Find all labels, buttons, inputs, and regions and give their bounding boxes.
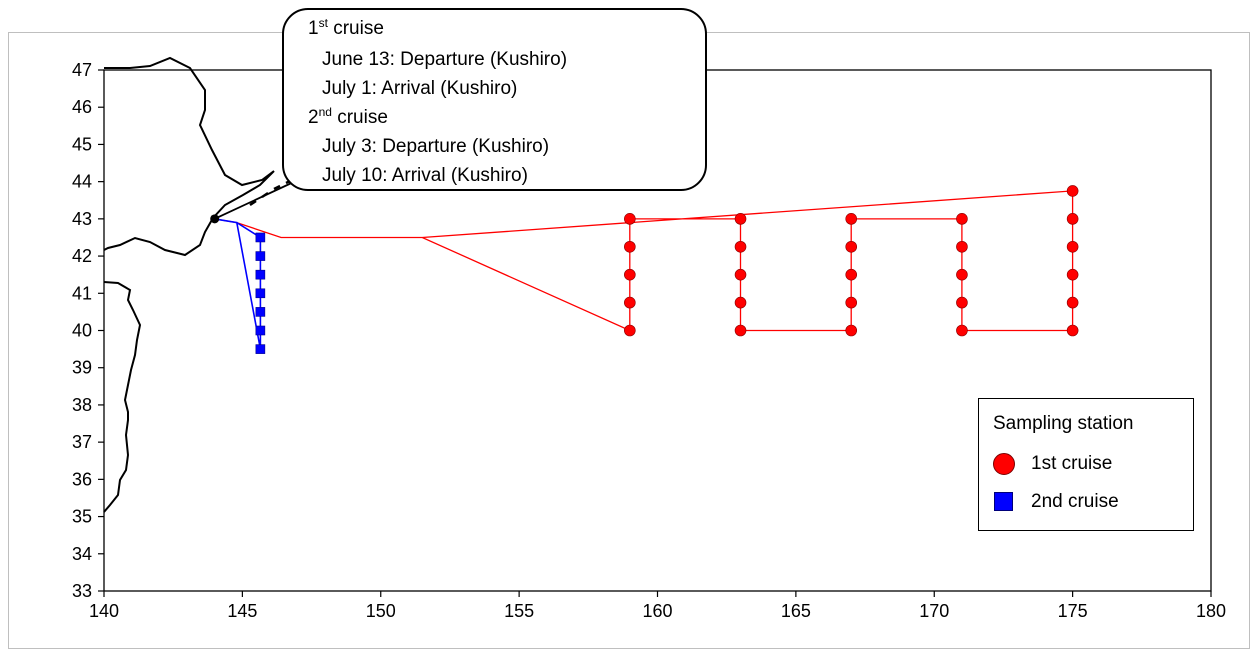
cruise2-ordinal: nd <box>318 105 332 119</box>
legend-title: Sampling station <box>993 413 1134 434</box>
cruise2-word: cruise <box>331 107 388 128</box>
cruise1-heading: 1st cruise <box>308 16 384 40</box>
cruise1-word: cruise <box>327 18 384 39</box>
station-1st-cruise <box>845 240 858 253</box>
legend: Sampling station 1st cruise 2nd cruise <box>978 398 1194 531</box>
station-2nd-cruise <box>255 344 266 354</box>
station-1st-cruise <box>956 268 968 281</box>
cruise2-departure: July 3: Departure (Kushiro) <box>322 136 550 157</box>
y-tick-label: 38 <box>72 395 92 415</box>
x-tick-label: 175 <box>1058 601 1088 621</box>
y-tick-label: 35 <box>72 507 92 527</box>
x-tick-label: 170 <box>919 601 949 621</box>
station-1st-cruise <box>1066 268 1079 281</box>
station-1st-cruise <box>734 268 747 281</box>
station-1st-cruise <box>624 324 636 337</box>
hokkaido-coastline <box>103 56 275 257</box>
station-1st-cruise <box>624 296 636 309</box>
y-tick-label: 42 <box>72 246 92 266</box>
y-tick-label: 47 <box>72 60 92 80</box>
blue-square-icon <box>994 492 1013 511</box>
port-kushiro-marker <box>210 214 220 224</box>
station-1st-cruise <box>956 240 968 253</box>
station-1st-cruise <box>845 268 858 281</box>
honshu-coastline <box>103 281 142 513</box>
station-2nd-cruise <box>255 232 266 243</box>
cruise2-number: 2 <box>308 107 319 128</box>
y-tick-label: 34 <box>72 544 92 564</box>
station-1st-cruise <box>845 324 858 337</box>
legend-label: 2nd cruise <box>1031 491 1119 512</box>
station-1st-cruise <box>1066 185 1079 197</box>
station-1st-cruise <box>845 213 858 225</box>
y-tick-label: 37 <box>72 432 92 452</box>
station-1st-cruise <box>734 240 747 253</box>
station-1st-cruise <box>1066 240 1079 253</box>
station-2nd-cruise <box>255 325 266 336</box>
station-1st-cruise <box>1066 296 1079 309</box>
station-2nd-cruise <box>255 251 266 261</box>
station-1st-cruise <box>1066 213 1079 225</box>
station-1st-cruise <box>734 296 747 309</box>
station-1st-cruise <box>956 296 968 309</box>
x-tick-label: 165 <box>781 601 811 621</box>
station-1st-cruise <box>845 296 858 309</box>
cruise1-arrival: July 1: Arrival (Kushiro) <box>322 78 518 99</box>
station-1st-cruise <box>624 240 636 253</box>
station-2nd-cruise <box>255 288 266 299</box>
y-tick-label: 40 <box>72 321 92 341</box>
x-tick-label: 145 <box>227 601 257 621</box>
cruise-schedule-callout: 1st cruise June 13: Departure (Kushiro) … <box>282 8 707 191</box>
sampling-stations <box>255 185 1079 354</box>
y-tick-label: 36 <box>72 469 92 489</box>
port-marker <box>210 179 299 224</box>
x-tick-label: 160 <box>642 601 672 621</box>
y-tick-label: 39 <box>72 358 92 378</box>
station-2nd-cruise <box>255 269 266 280</box>
y-tick-label: 44 <box>72 172 92 192</box>
y-tick-label: 33 <box>72 581 92 601</box>
station-2nd-cruise <box>255 307 266 317</box>
y-tick-label: 43 <box>72 209 92 229</box>
station-1st-cruise <box>734 324 747 337</box>
cruise2-heading: 2nd cruise <box>308 105 388 129</box>
cruise1-departure: June 13: Departure (Kushiro) <box>322 49 568 70</box>
legend-label: 1st cruise <box>1031 453 1113 474</box>
y-tick-label: 46 <box>72 97 92 117</box>
station-1st-cruise <box>734 213 747 225</box>
station-1st-cruise <box>956 213 968 225</box>
x-tick-label: 180 <box>1196 601 1226 621</box>
station-1st-cruise <box>1066 324 1079 337</box>
cruise1-ordinal: st <box>318 16 328 30</box>
cruise1-number: 1 <box>308 18 319 39</box>
station-1st-cruise <box>956 324 968 337</box>
callout-pointer <box>214 179 299 220</box>
x-tick-label: 150 <box>366 601 396 621</box>
station-1st-cruise <box>624 268 636 281</box>
x-tick-label: 155 <box>504 601 534 621</box>
y-tick-label: 41 <box>72 283 92 303</box>
station-1st-cruise <box>624 213 636 225</box>
cruise2-arrival: July 10: Arrival (Kushiro) <box>322 165 528 186</box>
x-tick-label: 140 <box>89 601 119 621</box>
y-tick-label: 45 <box>72 134 92 154</box>
axis-ticks: 140 145 150 155 160 165 170 175 180 33 34 35 36 37 38 3… <box>72 60 1226 621</box>
red-circle-icon <box>993 453 1015 475</box>
